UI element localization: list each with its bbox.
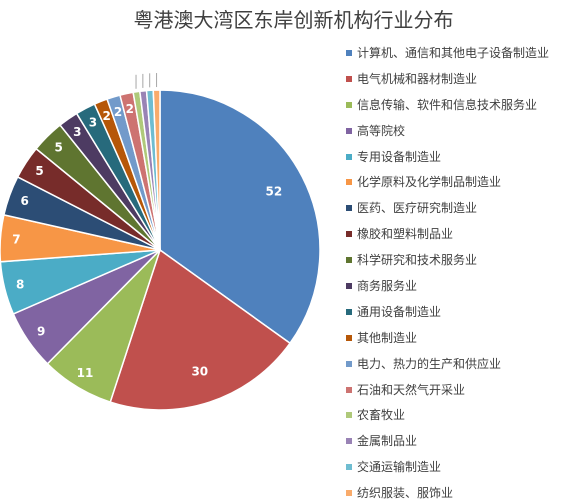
data-label-10: 3 xyxy=(73,125,81,139)
legend-item-4: 高等院校 xyxy=(342,122,582,148)
legend-swatch xyxy=(346,386,352,393)
legend-swatch xyxy=(346,153,352,160)
data-label-4: 9 xyxy=(37,324,45,338)
legend-item-7: 医药、医疗研究制造业 xyxy=(342,199,582,225)
legend-swatch xyxy=(346,127,352,134)
legend-item-8: 橡胶和塑料制品业 xyxy=(342,225,582,251)
data-label-11: 3 xyxy=(89,116,97,130)
legend-label: 信息传输、软件和信息技术服务业 xyxy=(357,97,538,112)
data-label-8: 5 xyxy=(35,164,43,178)
legend-swatch xyxy=(346,75,352,82)
legend-swatch xyxy=(346,205,352,212)
pie-slice-18 xyxy=(152,89,161,251)
data-label-7: 6 xyxy=(20,194,28,208)
legend-label: 商务服务业 xyxy=(357,279,418,294)
data-label-13: 2 xyxy=(114,105,122,119)
legend-label: 金属制品业 xyxy=(357,434,418,449)
legend-label: 纺织服装、服饰业 xyxy=(357,486,454,501)
legend-item-9: 科学研究和技术服务业 xyxy=(342,251,582,277)
legend-label: 其他制造业 xyxy=(357,330,418,345)
data-label-9: 5 xyxy=(55,141,63,155)
data-label-2: 30 xyxy=(191,365,208,379)
legend-item-5: 专用设备制造业 xyxy=(342,148,582,174)
legend-swatch xyxy=(346,231,352,238)
legend-label: 交通运输制造业 xyxy=(357,460,442,475)
legend-item-18: 纺织服装、服饰业 xyxy=(342,484,582,503)
legend-label: 高等院校 xyxy=(357,123,406,138)
legend-item-1: 计算机、通信和其他电子设备制造业 xyxy=(342,44,582,70)
pie-slice-2 xyxy=(109,248,292,411)
legend-item-14: 石油和天然气开采业 xyxy=(342,381,582,407)
legend-label: 石油和天然气开采业 xyxy=(357,382,466,397)
legend-item-3: 信息传输、软件和信息技术服务业 xyxy=(342,96,582,122)
data-label-5: 8 xyxy=(16,278,24,292)
legend-swatch xyxy=(346,179,352,186)
legend-label: 电力、热力的生产和供应业 xyxy=(357,356,502,371)
legend-item-2: 电气机械和器材制造业 xyxy=(342,70,582,96)
legend-item-10: 商务服务业 xyxy=(342,277,582,303)
legend-label: 农畜牧业 xyxy=(357,408,406,423)
legend-label: 计算机、通信和其他电子设备制造业 xyxy=(357,46,550,60)
legend-swatch xyxy=(346,283,352,290)
data-label-14: 2 xyxy=(126,102,134,116)
legend-swatch xyxy=(346,257,352,264)
data-label-6: 7 xyxy=(12,232,20,246)
legend-label: 通用设备制造业 xyxy=(357,304,442,319)
pie-slice-1 xyxy=(159,89,321,345)
legend-label: 专用设备制造业 xyxy=(357,149,442,164)
legend-swatch xyxy=(346,490,352,497)
legend: 计算机、通信和其他电子设备制造业 电气机械和器材制造业信息传输、软件和信息技术服务… xyxy=(342,44,582,503)
legend-label: 医药、医疗研究制造业 xyxy=(357,201,478,216)
legend-swatch xyxy=(346,412,352,419)
legend-swatch xyxy=(346,50,352,56)
legend-swatch xyxy=(346,360,352,367)
legend-swatch xyxy=(346,464,352,471)
legend-item-15: 农畜牧业 xyxy=(342,406,582,432)
legend-label: 科学研究和技术服务业 xyxy=(357,253,478,268)
data-label-3: 11 xyxy=(77,366,94,380)
legend-swatch xyxy=(346,101,352,108)
legend-swatch xyxy=(346,334,352,341)
chart-title: 粤港澳大湾区东岸创新机构行业分布 xyxy=(133,8,454,32)
data-label-12: 2 xyxy=(102,109,110,123)
legend-item-6: 化学原料及化学制品制造业 xyxy=(342,173,582,199)
data-label-1: 52 xyxy=(266,185,283,199)
legend-label: 橡胶和塑料制品业 xyxy=(357,227,454,242)
legend-item-16: 金属制品业 xyxy=(342,432,582,458)
legend-label: 电气机械和器材制造业 xyxy=(357,71,478,86)
legend-item-11: 通用设备制造业 xyxy=(342,303,582,329)
legend-item-12: 其他制造业 xyxy=(342,329,582,355)
legend-swatch xyxy=(346,308,352,315)
legend-label: 化学原料及化学制品制造业 xyxy=(357,175,502,190)
legend-item-17: 交通运输制造业 xyxy=(342,458,582,484)
legend-item-13: 电力、热力的生产和供应业 xyxy=(342,355,582,381)
legend-swatch xyxy=(346,438,352,445)
